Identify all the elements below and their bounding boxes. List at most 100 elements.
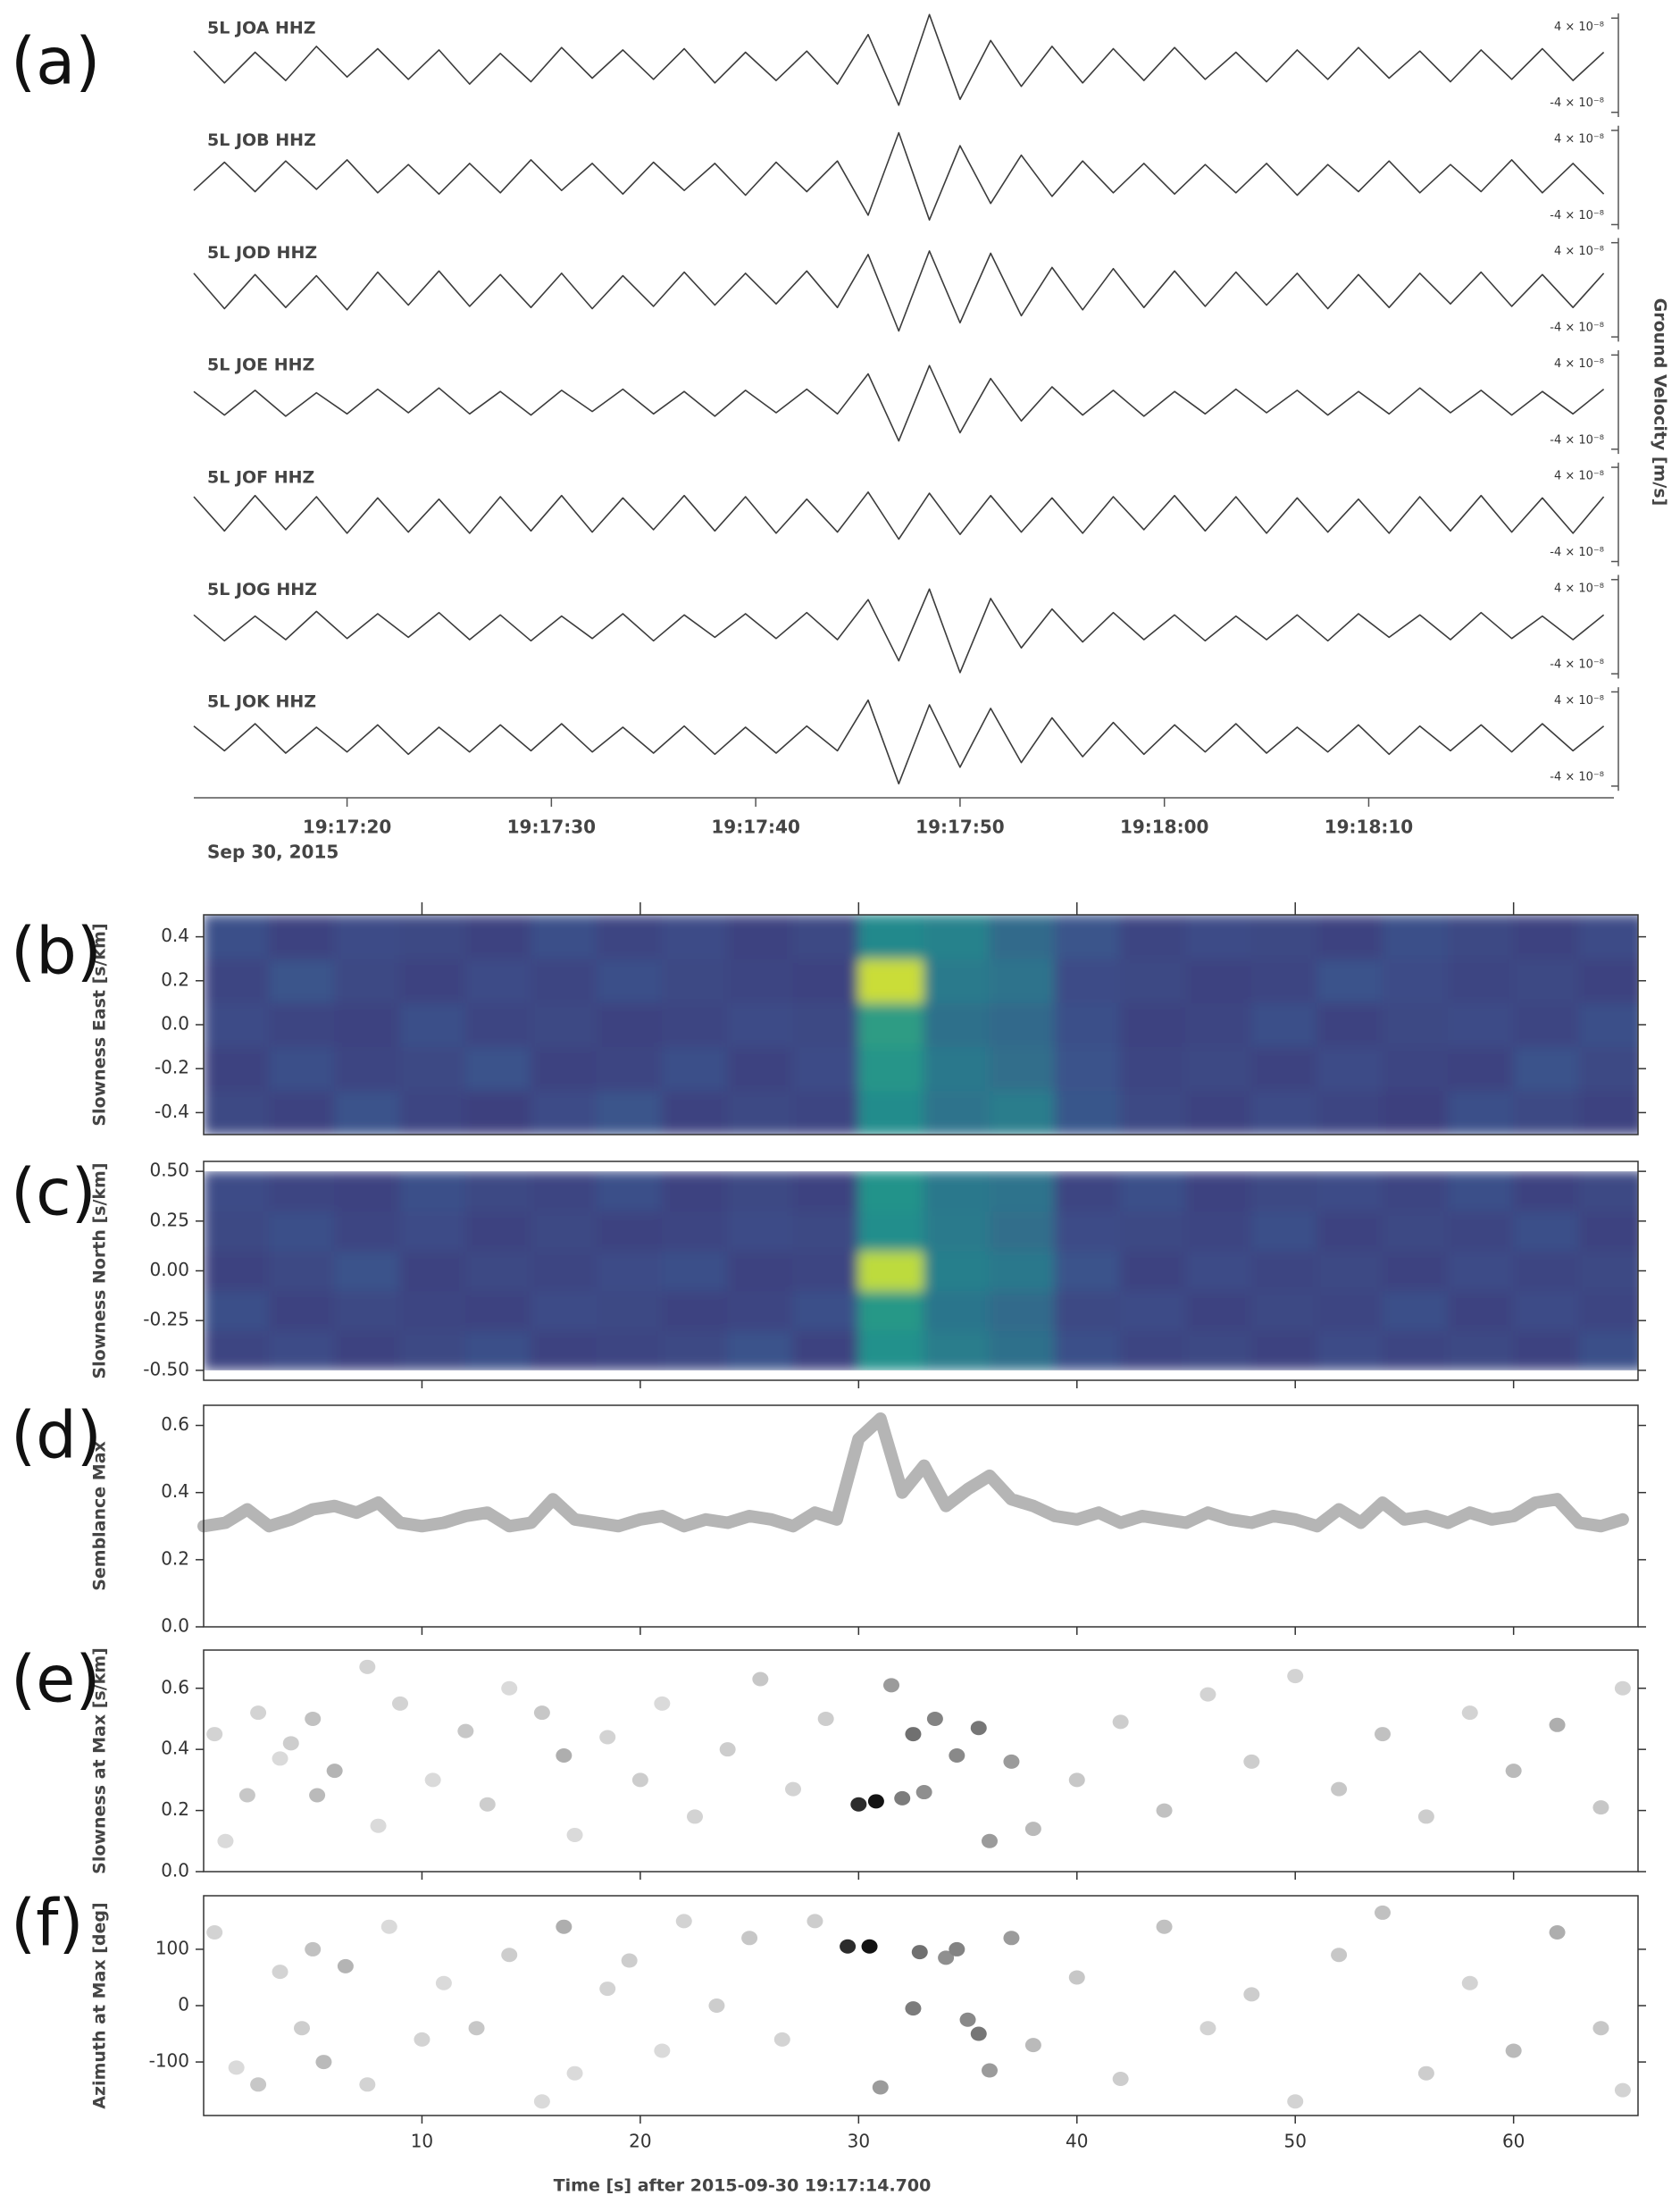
point: [326, 1764, 343, 1779]
heat-cell: [1185, 1046, 1252, 1092]
heat-cell: [204, 958, 270, 1003]
station-label: 5L JOF HHZ: [207, 467, 314, 487]
y-tick-label: 0.4: [161, 925, 189, 946]
heat-cell: [1120, 958, 1187, 1003]
heat-cell: [334, 1001, 401, 1048]
y-tick-label: 0.4: [161, 1738, 189, 1759]
heat-cell: [1054, 1250, 1122, 1292]
date-label: Sep 30, 2015: [207, 842, 339, 863]
heat-cell: [1185, 1290, 1252, 1331]
point: [621, 1953, 638, 1968]
point: [911, 1945, 928, 1960]
y-tick-label: 0.2: [161, 968, 189, 990]
point: [861, 1939, 878, 1954]
station-label: 5L JOK HHZ: [207, 692, 316, 712]
scale-label: 4 × 10⁻⁸: [1554, 694, 1604, 708]
point: [414, 2032, 430, 2047]
heat-cell: [792, 1090, 859, 1135]
heat-cell: [1054, 915, 1122, 959]
heat-cell: [464, 1290, 532, 1331]
point: [1331, 1781, 1348, 1797]
heat-cell: [1578, 1211, 1638, 1252]
heat-cell: [596, 1001, 663, 1048]
heat-cell: [1382, 1250, 1449, 1292]
point: [631, 1772, 648, 1788]
heat-cell: [1513, 1250, 1580, 1292]
point: [1003, 1754, 1020, 1769]
point: [1068, 1772, 1085, 1788]
heat-cell: [399, 958, 466, 1003]
heat-cell: [1054, 1211, 1122, 1252]
point: [719, 1742, 736, 1757]
heat-cell: [727, 1250, 794, 1292]
point: [1417, 2065, 1434, 2081]
heat-cell: [1250, 1046, 1318, 1092]
y-axis-label: Slowness North [s/km]: [90, 1162, 110, 1378]
y-tick-label: 0.0: [161, 1615, 189, 1637]
heat-cell: [268, 1001, 336, 1048]
heat-cell: [1185, 1090, 1252, 1135]
heat-cell: [399, 1090, 466, 1135]
heat-cell: [531, 1171, 598, 1212]
point: [294, 2021, 310, 2036]
point: [479, 1797, 496, 1812]
heat-cell: [1054, 1046, 1122, 1092]
point: [949, 1748, 965, 1764]
point: [817, 1711, 834, 1726]
point: [840, 1939, 857, 1954]
heat-cell: [204, 1250, 270, 1292]
scale-label: -4 × 10⁻⁸: [1550, 546, 1604, 559]
heat-cell: [924, 958, 990, 1003]
heat-cell: [268, 1290, 336, 1331]
heat-cell: [1513, 1171, 1580, 1212]
point: [380, 1919, 397, 1934]
x-tick-label: 40: [1066, 2131, 1088, 2152]
heat-cell: [1250, 1171, 1318, 1212]
heat-cell: [727, 1046, 794, 1092]
y-axis-label: Azimuth at Max [deg]: [90, 1902, 110, 2108]
heat-cell: [1382, 1001, 1449, 1048]
point: [959, 2012, 976, 2027]
heat-cell: [1120, 915, 1187, 959]
heat-cell: [204, 1211, 270, 1252]
scale-label: -4 × 10⁻⁸: [1550, 209, 1604, 222]
point: [1592, 2021, 1609, 2036]
heat-cell: [792, 1290, 859, 1331]
heat-cell: [1120, 1211, 1187, 1252]
point: [309, 1788, 326, 1803]
point: [926, 1711, 943, 1726]
heat-cell: [334, 1171, 401, 1212]
heat-cell: [464, 1211, 532, 1252]
heat-cell: [268, 1046, 336, 1092]
heat-cell: [989, 1090, 1056, 1135]
point: [982, 2063, 998, 2078]
heat-cell: [399, 915, 466, 959]
y-tick-label: 0: [178, 1994, 189, 2015]
panel-label: (f): [11, 1886, 84, 1961]
point: [1156, 1919, 1173, 1934]
point: [1287, 1669, 1304, 1684]
heat-cell: [268, 1171, 336, 1212]
point: [272, 1751, 288, 1766]
point: [305, 1941, 322, 1956]
point: [867, 1794, 884, 1809]
point: [970, 2026, 987, 2041]
heat-cell: [1513, 1211, 1580, 1252]
point: [1331, 1948, 1348, 1963]
point: [949, 1941, 965, 1956]
heat-cell: [1250, 1250, 1318, 1292]
heat-cell: [1447, 1001, 1515, 1048]
station-label: 5L JOB HHZ: [207, 130, 316, 150]
y-tick-label: 0.25: [149, 1209, 189, 1230]
heat-cell: [727, 958, 794, 1003]
point: [501, 1948, 518, 1963]
heat-cell: [531, 1046, 598, 1092]
point: [1243, 1754, 1260, 1769]
y-tick-label: 0.2: [161, 1547, 189, 1569]
point: [501, 1680, 518, 1696]
heat-cell: [334, 1250, 401, 1292]
scale-label: 4 × 10⁻⁸: [1554, 357, 1604, 371]
heat-cell: [1382, 1329, 1449, 1370]
heat-cell: [1382, 915, 1449, 959]
